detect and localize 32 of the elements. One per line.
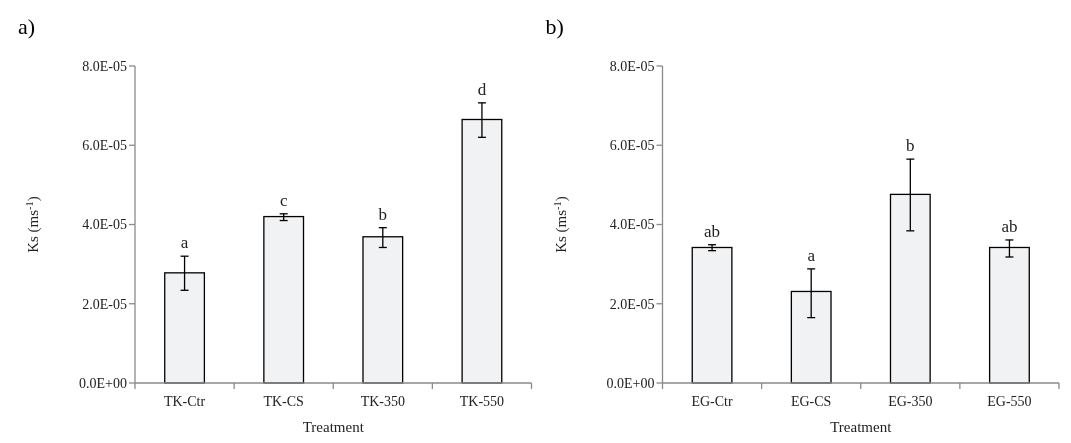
- bar: [691, 246, 733, 384]
- annotation: b: [378, 204, 388, 224]
- y-tick-label: 6.0E-05: [609, 138, 655, 154]
- y-tick-label: 2.0E-05: [82, 296, 127, 312]
- annotation: a: [807, 245, 816, 265]
- y-tick-label: 8.0E-05: [82, 58, 127, 74]
- x-axis-title: Treatment: [302, 419, 365, 435]
- x-tick-label: TK-550: [459, 394, 505, 409]
- y-tick-label: 0.0E+00: [606, 375, 655, 391]
- x-tick-label: EG-Ctr: [691, 394, 733, 409]
- bar: [263, 215, 305, 384]
- y-tick-label: 4.0E-05: [82, 217, 127, 233]
- x-tick-label: EG-350: [888, 394, 933, 409]
- chart-title: b): [545, 14, 564, 39]
- annotation: a: [180, 233, 189, 253]
- chart-title: a): [18, 14, 36, 39]
- y-tick-label: 0.0E+00: [79, 375, 127, 391]
- x-tick-label: EG-550: [987, 394, 1032, 409]
- annotation: d: [477, 79, 487, 99]
- annotation: b: [906, 136, 915, 156]
- annotation: c: [279, 190, 288, 210]
- y-tick-label: 8.0E-05: [609, 58, 655, 74]
- annotation: ab: [704, 221, 721, 241]
- y-tick-label: 2.0E-05: [609, 296, 655, 312]
- x-tick-label: EG-CS: [790, 394, 832, 409]
- x-tick-label: TK-Ctr: [163, 394, 206, 409]
- y-tick-label: 4.0E-05: [609, 217, 655, 233]
- x-axis-title: Treatment: [830, 419, 893, 435]
- annotation: ab: [1001, 216, 1018, 236]
- y-tick-label: 6.0E-05: [82, 138, 127, 154]
- x-tick-label: TK-350: [360, 394, 405, 409]
- x-tick-label: TK-CS: [263, 394, 304, 409]
